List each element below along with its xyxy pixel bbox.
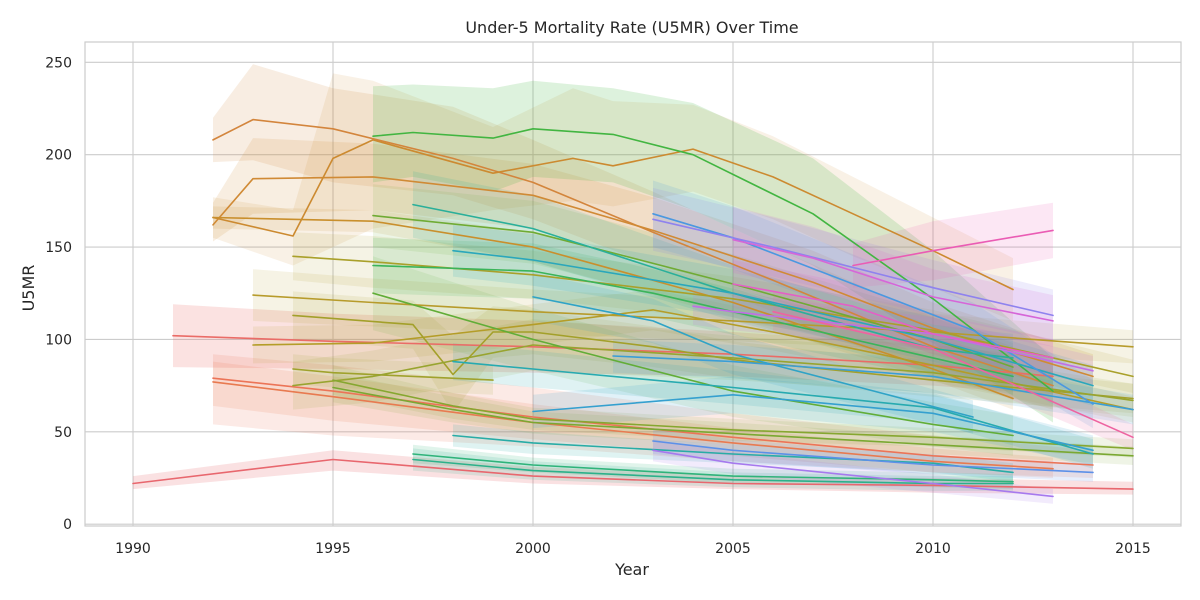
y-tick-label: 50: [54, 425, 72, 441]
confidence-band-14: [293, 319, 1133, 417]
series-line-21: [412, 453, 1014, 483]
series-line-7: [212, 139, 1014, 291]
plot-frame: [84, 41, 1182, 527]
series-line-31: [652, 440, 1094, 474]
series-line-2: [172, 334, 1054, 378]
series-line-18: [372, 292, 1014, 437]
confidence-band-27: [533, 272, 973, 434]
confidence-band-37: [853, 202, 1053, 288]
confidence-band-38: [773, 291, 1133, 451]
y-tick-label: 150: [45, 240, 72, 256]
confidence-band-22: [413, 448, 1013, 491]
confidence-bands: [133, 64, 1133, 504]
series-line-34: [692, 305, 1094, 372]
series-line-28: [532, 393, 1094, 452]
series-line-22: [412, 458, 1014, 485]
series-line-10: [252, 309, 1134, 411]
confidence-band-24: [453, 424, 1013, 482]
confidence-band-34: [693, 287, 1093, 386]
x-axis-label: Year: [614, 560, 649, 579]
confidence-band-1: [133, 450, 1133, 495]
y-tick-label: 200: [45, 148, 72, 164]
y-tick-labels: 0 50 100 150 200 250: [45, 55, 72, 533]
confidence-band-8: [213, 206, 1013, 410]
series-line-1: [132, 458, 1134, 490]
series-line-13: [292, 368, 494, 381]
series-line-37: [852, 229, 1054, 267]
series-line-35: [732, 238, 1054, 322]
series-line-14: [292, 344, 1134, 402]
series-line-20: [372, 264, 1014, 378]
confidence-band-35: [733, 206, 1053, 347]
confidence-band-13: [293, 354, 493, 395]
series-line-27: [532, 296, 974, 418]
series-line-36: [732, 283, 1054, 359]
confidence-band-7: [213, 73, 1013, 321]
x-tick-label: 2005: [715, 541, 751, 557]
series-line-32: [652, 218, 1054, 317]
confidence-band-9: [253, 269, 1133, 364]
confidence-band-20: [373, 237, 1013, 395]
y-axis-label: U5MR: [19, 265, 38, 312]
series-line-3: [212, 377, 1094, 466]
confidence-band-25: [453, 343, 1093, 469]
series-line-30: [652, 213, 1094, 405]
x-tick-label: 2015: [1115, 541, 1151, 557]
x-tick-label: 1995: [315, 541, 351, 557]
y-tick-label: 0: [63, 517, 72, 533]
chart-title: Under-5 Mortality Rate (U5MR) Over Time: [465, 18, 798, 37]
confidence-band-15: [333, 365, 1133, 458]
series-line-11: [292, 255, 1134, 378]
series-line-25: [452, 360, 1094, 455]
y-tick-label: 250: [45, 55, 72, 71]
confidence-band-19: [373, 80, 1053, 423]
x-tick-label: 2000: [515, 541, 551, 557]
confidence-band-16: [333, 372, 1133, 465]
confidence-band-4: [213, 361, 1053, 478]
series-line-12: [292, 314, 1134, 400]
confidence-band-28: [533, 376, 1093, 465]
series-line-38: [772, 310, 1134, 439]
confidence-band-3: [213, 354, 1093, 478]
confidence-band-32: [653, 187, 1053, 342]
x-tick-labels: 1990 1995 2000 2005 2010 2015: [115, 541, 1151, 557]
series-line-16: [332, 386, 1134, 457]
y-tick-label: 100: [45, 332, 72, 348]
series-line-4: [212, 381, 1054, 470]
confidence-band-30: [653, 180, 1093, 429]
confidence-band-12: [293, 291, 1133, 414]
x-tick-label: 2010: [915, 541, 951, 557]
series-line-33: [652, 449, 1054, 498]
x-tick-label: 1990: [115, 541, 151, 557]
series-line-19: [372, 128, 1054, 392]
series-line-6: [212, 176, 1094, 378]
series-line-15: [332, 379, 1134, 450]
confidence-band-36: [733, 260, 1053, 377]
series-line-26: [452, 249, 1094, 387]
series-lines: [132, 118, 1134, 498]
grid-lines: [85, 42, 1181, 526]
